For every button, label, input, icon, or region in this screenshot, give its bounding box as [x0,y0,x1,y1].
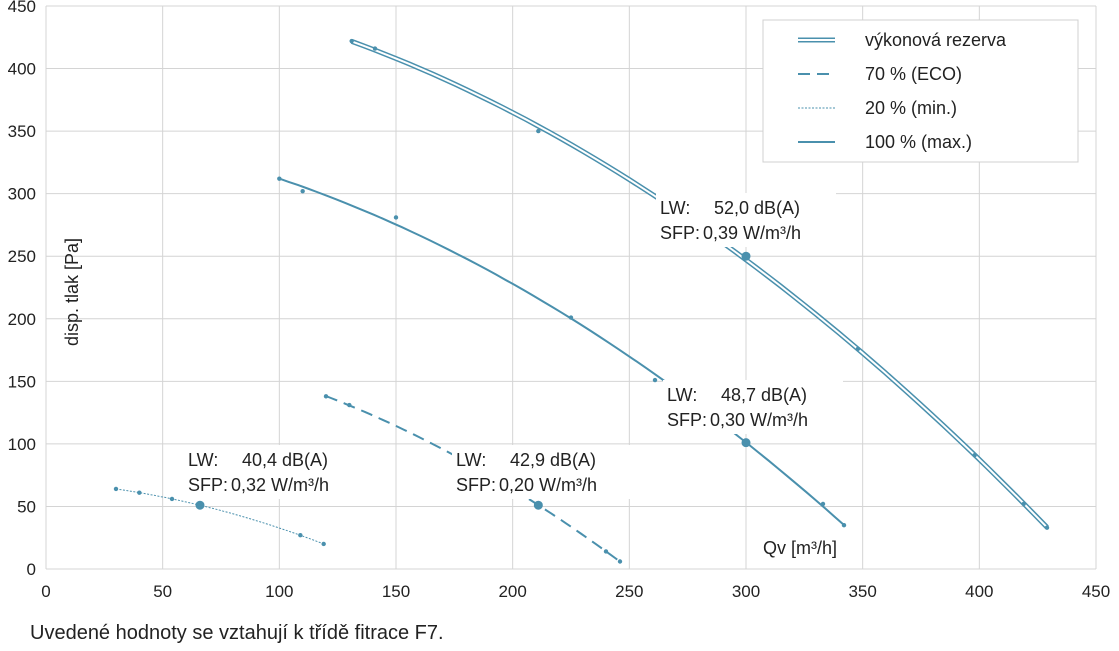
data-points [113,38,1050,564]
x-tick-label: 450 [1082,582,1110,601]
annotation-sfp-label: SFP: [456,475,496,495]
annotation-lw-value: 40,4 dB(A) [242,450,328,470]
annotation-box: LW: 40,4 dB(A) SFP: 0,32 W/m³/h [184,445,364,499]
data-point [1021,501,1026,507]
x-tick-label: 350 [848,582,876,601]
x-tick-label: 250 [615,582,643,601]
annotation-lw-label: LW: [667,385,697,405]
y-tick-label: 300 [8,185,36,204]
annotation-lw-label: LW: [456,450,486,470]
y-tick-label: 350 [8,122,36,141]
legend-box [762,19,1079,163]
legend-label: 100 % (max.) [865,132,972,152]
annotation-background [656,193,836,247]
data-point [603,549,609,554]
annotation-sfp-value: 0,30 W/m³/h [710,410,808,430]
x-tick-label: 300 [732,582,760,601]
data-point [300,188,305,194]
y-tick-label: 150 [8,372,36,391]
footnote: Uvedené hodnoty se vztahují k třídě fitr… [30,622,444,644]
operating-point-marker [741,438,751,448]
y-tick-label: 400 [8,60,36,79]
legend-label: výkonová rezerva [865,30,1007,50]
grid [45,5,1097,570]
data-point [841,523,847,528]
annotation-box: LW: 52,0 dB(A) SFP: 0,39 W/m³/h [656,193,836,247]
data-point [323,394,329,399]
annotation-sfp-value: 0,20 W/m³/h [499,475,597,495]
data-point [277,176,282,181]
annotation-sfp-label: SFP: [667,410,707,430]
annotation-lw-label: LW: [660,198,690,218]
annotation-sfp-label: SFP: [188,475,228,495]
annotation-lw-value: 42,9 dB(A) [510,450,596,470]
annotation-lw-label: LW: [188,450,218,470]
y-axis-label: disp. tlak [Pa] [62,238,82,346]
annotation-box: LW: 48,7 dB(A) SFP: 0,30 W/m³/h [663,380,843,434]
axes: 0 50 100 150 200 250 300 350 400 450 0 50 100 150 200 2… [8,0,1111,601]
x-tick-label: 150 [382,582,410,601]
y-tick-label: 50 [17,497,36,516]
annotation-background [663,380,843,434]
x-tick-label: 400 [965,582,993,601]
data-point [372,46,378,51]
data-point [972,452,977,458]
annotation-lw-value: 48,7 dB(A) [721,385,807,405]
data-point [536,128,541,134]
annotations: LW: 52,0 dB(A)SFP: 0,39 W/m³/hLW: 48,7 dB(A… [184,193,843,499]
legend-label: 70 % (ECO) [865,64,962,84]
data-point [568,315,574,320]
legend: výkonová rezerva 70 % (ECO) 20 % (min.) 100… [762,19,1079,163]
annotation-sfp-label: SFP: [660,223,700,243]
data-point [321,541,326,547]
y-tick-label: 100 [8,435,36,454]
data-point [137,490,142,495]
data-point [347,402,352,408]
data-point [298,533,303,538]
data-point [393,215,399,220]
data-point [617,559,623,564]
data-point [169,496,175,502]
x-tick-label: 50 [153,582,172,601]
x-tick-label: 0 [41,582,50,601]
annotation-lw-value: 52,0 dB(A) [714,198,800,218]
x-tick-label: 200 [498,582,526,601]
annotation-sfp-value: 0,39 W/m³/h [703,223,801,243]
operating-point-marker [195,500,205,510]
data-point [652,377,658,383]
annotation-box: LW: 42,9 dB(A) SFP: 0,20 W/m³/h [452,445,632,499]
annotation-sfp-value: 0,32 W/m³/h [231,475,329,495]
data-point [349,38,354,44]
operating-point-marker [533,500,543,510]
annotation-background [184,445,364,499]
y-tick-label: 450 [8,0,36,16]
series-line-dotted [115,488,324,545]
data-point [820,501,826,507]
data-point [1044,525,1050,530]
x-axis-label: Qv [m³/h] [763,538,837,558]
y-tick-label: 0 [27,560,36,579]
y-tick-label: 250 [8,247,36,266]
operating-point-marker [741,251,751,261]
y-tick-label: 200 [8,310,36,329]
x-tick-label: 100 [265,582,293,601]
legend-label: 20 % (min.) [865,98,957,118]
series-line-solid [278,177,845,526]
data-point [855,346,861,352]
annotation-background [452,445,632,499]
data-point [113,486,119,492]
